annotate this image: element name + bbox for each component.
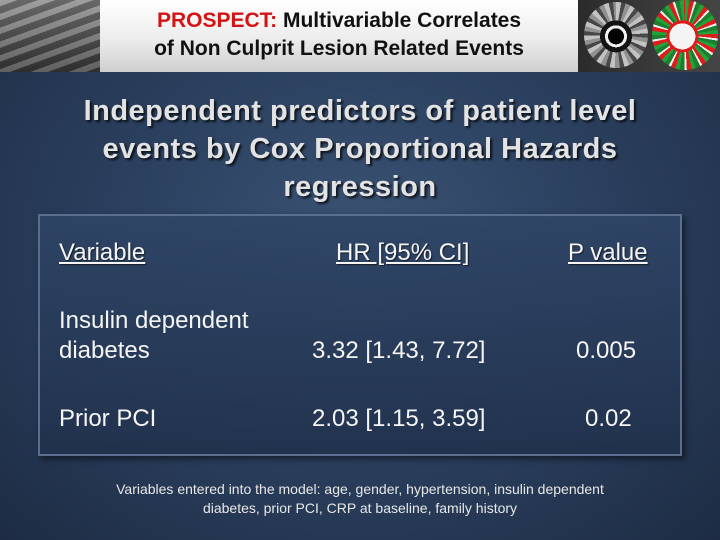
heading-line1: Independent predictors of patient level [83,95,637,127]
row-1-variable-line2: diabetes [59,337,150,364]
column-header-variable: Variable [59,239,146,266]
ivus-image-panel [578,0,720,72]
banner-title-line2: of Non Culprit Lesion Related Events [154,37,524,60]
ivus-histology-image [652,0,718,70]
results-table: Variable HR [95% CI] P value Insulin dep… [38,214,682,456]
footnote-line1: Variables entered into the model: age, g… [116,481,604,497]
row-1-variable-line1: Insulin dependent [59,307,249,334]
slide-heading: Independent predictors of patient level … [20,92,700,206]
footnote: Variables entered into the model: age, g… [40,480,680,518]
table-row-2-variable: Prior PCI [59,405,157,432]
banner-title: PROSPECT: Multivariable Correlates of No… [100,0,578,72]
banner-title-highlight: PROSPECT: [156,9,278,32]
column-header-p-value: P value [568,239,648,266]
artery-image [0,0,100,72]
banner-title-rest: Multivariable Correlates [277,9,522,32]
ivus-grayscale-image [584,2,648,68]
footnote-line2: diabetes, prior PCI, CRP at baseline, fa… [202,500,518,516]
header-banner: PROSPECT: Multivariable Correlates of No… [0,0,720,72]
table-row-1-variable: Insulin dependent diabetes [59,306,249,366]
heading-line3: regression [283,171,437,203]
heading-line2: events by Cox Proportional Hazards [102,133,618,165]
table-row-1-hr: 3.32 [1.43, 7.72] [312,337,486,364]
column-header-hr: HR [95% CI] [336,239,470,266]
table-row-2-hr: 2.03 [1.15, 3.59] [312,405,486,432]
table-row-1-p-value: 0.005 [576,337,637,364]
table-row-2-p-value: 0.02 [585,405,632,432]
